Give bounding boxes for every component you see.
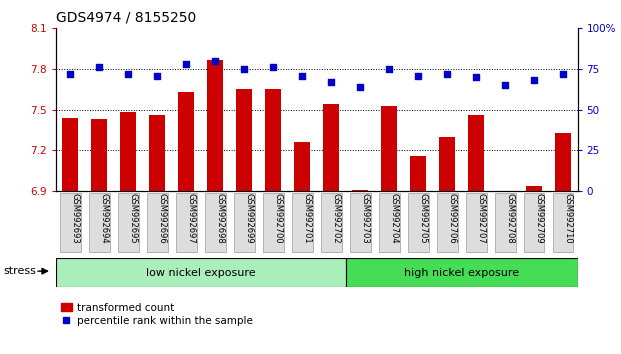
Bar	[91, 119, 107, 191]
Text: GSM992695: GSM992695	[129, 193, 137, 244]
Point	[355, 84, 365, 90]
Text: GSM992698: GSM992698	[215, 193, 224, 244]
Text: GDS4974 / 8155250: GDS4974 / 8155250	[56, 11, 196, 25]
Text: GSM992700: GSM992700	[273, 193, 282, 244]
Point	[211, 58, 220, 64]
Bar	[381, 105, 397, 191]
Bar	[294, 142, 310, 191]
Bar	[323, 104, 339, 191]
FancyBboxPatch shape	[89, 193, 110, 252]
Point	[297, 73, 307, 78]
Point	[239, 66, 249, 72]
Text: GSM992705: GSM992705	[418, 193, 427, 244]
Text: GSM992693: GSM992693	[70, 193, 79, 244]
FancyBboxPatch shape	[495, 193, 515, 252]
FancyBboxPatch shape	[553, 193, 573, 252]
Point	[384, 66, 394, 72]
Bar	[346, 258, 578, 287]
Point	[94, 64, 104, 70]
Bar	[555, 133, 571, 191]
Text: GSM992710: GSM992710	[563, 193, 572, 244]
Bar	[236, 89, 252, 191]
Text: GSM992696: GSM992696	[157, 193, 166, 244]
FancyBboxPatch shape	[60, 193, 81, 252]
Point	[500, 82, 510, 88]
FancyBboxPatch shape	[524, 193, 545, 252]
Text: GSM992704: GSM992704	[389, 193, 398, 244]
Bar	[120, 113, 136, 191]
Bar	[56, 258, 346, 287]
Text: low nickel exposure: low nickel exposure	[146, 268, 256, 278]
Point	[65, 71, 75, 77]
FancyBboxPatch shape	[205, 193, 225, 252]
FancyBboxPatch shape	[118, 193, 138, 252]
Text: high nickel exposure: high nickel exposure	[404, 268, 519, 278]
FancyBboxPatch shape	[466, 193, 486, 252]
FancyBboxPatch shape	[379, 193, 399, 252]
Bar	[352, 190, 368, 191]
Text: GSM992706: GSM992706	[447, 193, 456, 244]
Legend: transformed count, percentile rank within the sample: transformed count, percentile rank withi…	[61, 303, 253, 326]
Point	[471, 74, 481, 80]
Point	[326, 79, 336, 85]
Bar	[207, 59, 223, 191]
Bar	[468, 115, 484, 191]
Text: stress: stress	[3, 266, 36, 276]
Text: GSM992699: GSM992699	[244, 193, 253, 244]
Point	[413, 73, 423, 78]
Bar	[526, 186, 542, 191]
Bar	[410, 156, 426, 191]
Point	[181, 61, 191, 67]
Text: GSM992702: GSM992702	[331, 193, 340, 244]
Bar	[149, 115, 165, 191]
FancyBboxPatch shape	[292, 193, 312, 252]
FancyBboxPatch shape	[234, 193, 255, 252]
FancyBboxPatch shape	[176, 193, 197, 252]
Text: GSM992708: GSM992708	[505, 193, 514, 244]
Point	[558, 71, 568, 77]
FancyBboxPatch shape	[437, 193, 458, 252]
Text: GSM992707: GSM992707	[476, 193, 485, 244]
FancyBboxPatch shape	[147, 193, 168, 252]
Point	[124, 71, 134, 77]
Point	[268, 64, 278, 70]
Bar	[265, 89, 281, 191]
Text: GSM992697: GSM992697	[186, 193, 195, 244]
FancyBboxPatch shape	[408, 193, 428, 252]
Text: GSM992709: GSM992709	[534, 193, 543, 244]
Bar	[62, 118, 78, 191]
Text: GSM992694: GSM992694	[99, 193, 108, 244]
Bar	[439, 137, 455, 191]
FancyBboxPatch shape	[321, 193, 342, 252]
Point	[529, 78, 539, 83]
FancyBboxPatch shape	[263, 193, 284, 252]
Text: GSM992703: GSM992703	[360, 193, 369, 244]
FancyBboxPatch shape	[350, 193, 371, 252]
Point	[152, 73, 162, 78]
Bar	[178, 92, 194, 191]
Text: GSM992701: GSM992701	[302, 193, 311, 244]
Point	[442, 71, 452, 77]
